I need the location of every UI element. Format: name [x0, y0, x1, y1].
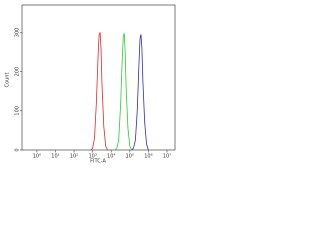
x-tick-label: 10⁷: [163, 154, 171, 160]
y-tick-label: 300: [15, 28, 21, 38]
plot-frame: [21, 4, 176, 151]
histogram-line: [131, 34, 149, 151]
y-tick-label: 0: [15, 148, 21, 151]
x-tick-label: 10⁶: [144, 154, 152, 160]
x-tick-label: 10¹: [51, 154, 59, 160]
x-tick-label: 10⁵: [126, 154, 134, 160]
y-tick-label: 100: [15, 106, 21, 116]
y-axis-label: Count: [5, 73, 11, 88]
histogram-line: [90, 32, 108, 151]
x-axis-label: FITC-A: [90, 159, 106, 165]
x-tick-label: 10⁴: [107, 154, 115, 160]
x-tick-label: 10⁰: [33, 154, 41, 160]
histogram-line: [114, 33, 133, 151]
y-tick-label: 200: [15, 67, 21, 77]
x-tick-label: 10²: [70, 154, 78, 160]
x-tick-label: 10³: [88, 154, 96, 160]
chart: FITC-A Count 0 100 200 300 10⁰ 10¹ 10² 10³ 10⁴ 10…: [5, 4, 176, 165]
